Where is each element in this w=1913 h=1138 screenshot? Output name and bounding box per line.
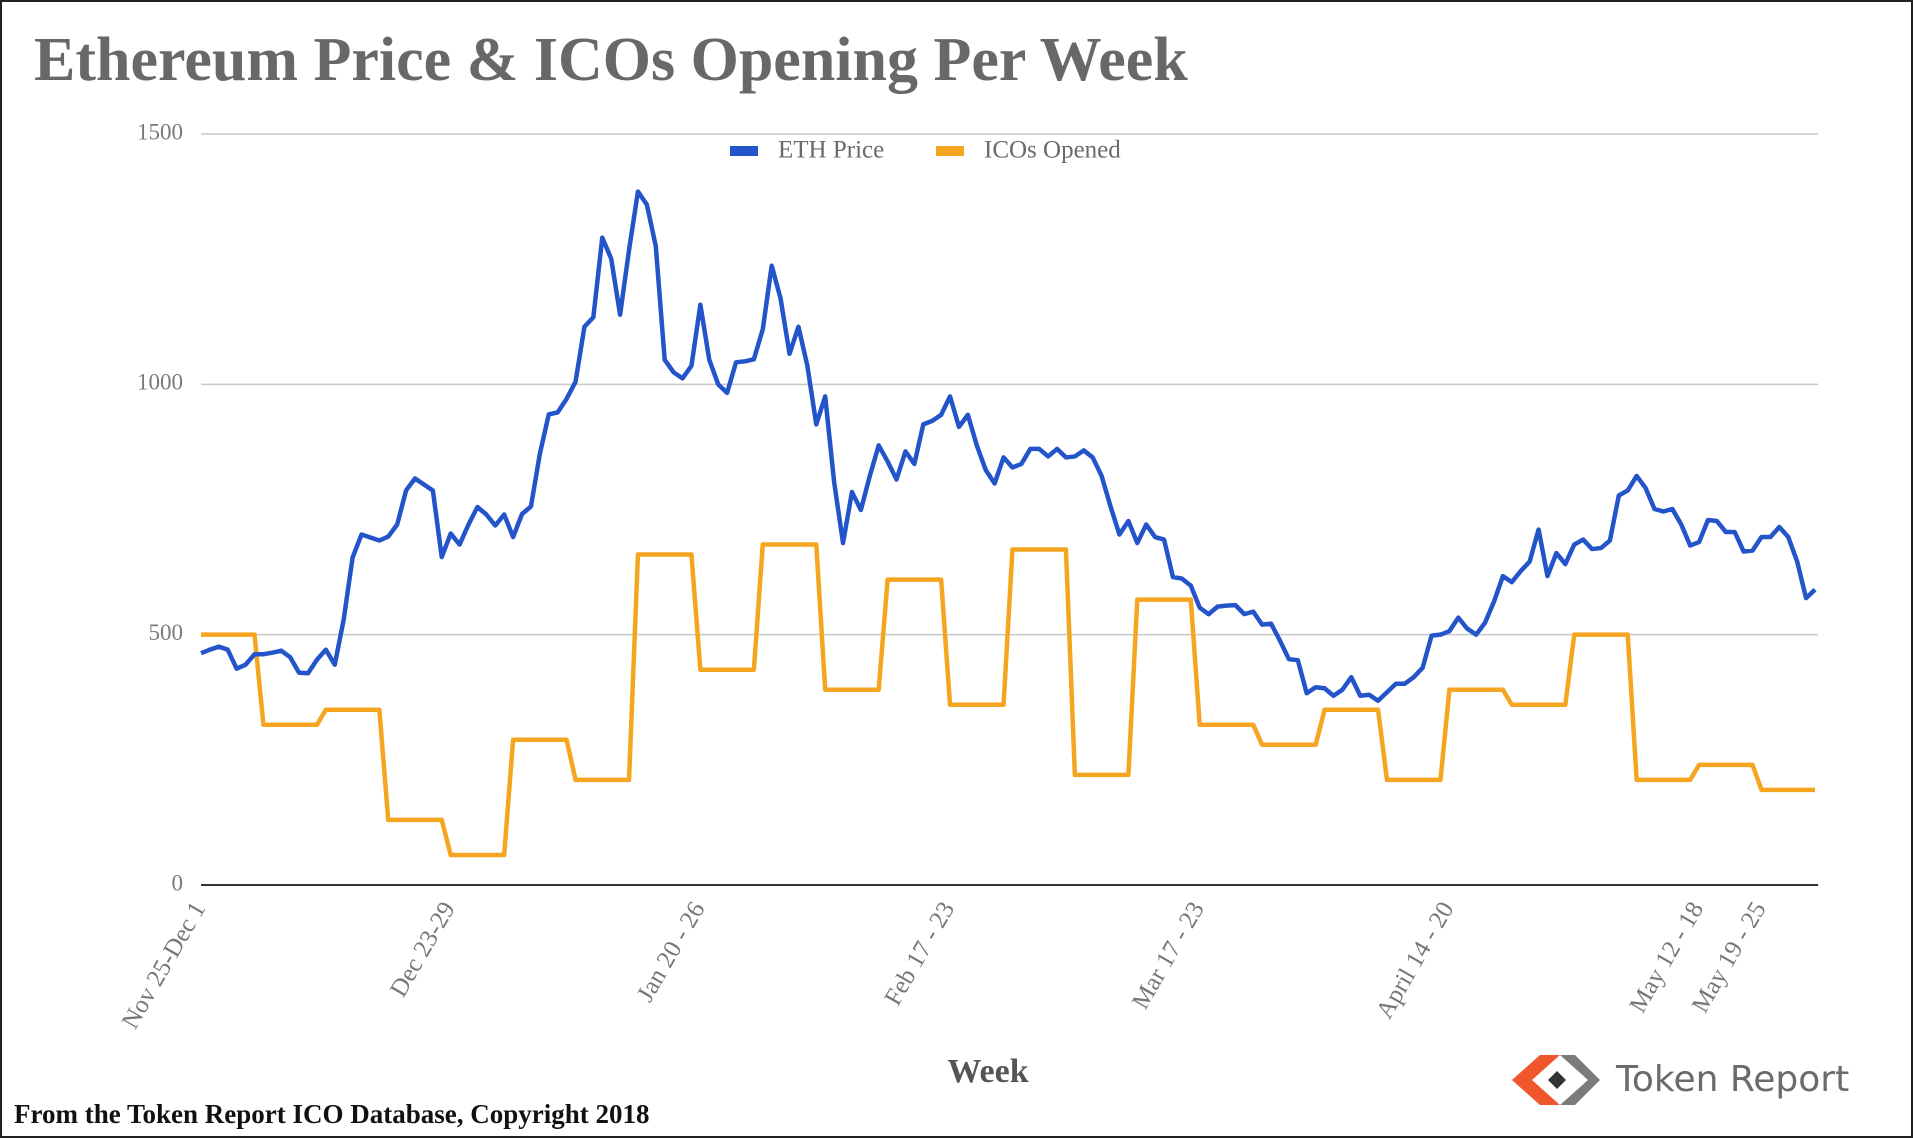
y-tick-label: 500 — [149, 620, 184, 645]
logo-icon — [1560, 1055, 1600, 1105]
x-tick-label: Mar 17 - 23 — [1127, 897, 1210, 1013]
legend-swatch — [936, 146, 964, 156]
series-line — [201, 542, 1815, 858]
logo-icon — [1512, 1055, 1560, 1105]
chart-title: Ethereum Price & ICOs Opening Per Week — [34, 26, 1188, 94]
legend-label: ICOs Opened — [984, 137, 1121, 164]
logo-icon — [1548, 1071, 1566, 1089]
logo: Token Report — [1512, 1055, 1849, 1105]
x-tick-label: April 14 - 20 — [1371, 897, 1459, 1023]
x-tick-label: Dec 23-29 — [385, 897, 461, 1001]
legend-label: ETH Price — [778, 137, 884, 164]
footer: From the Token Report ICO Database, Copy… — [14, 1099, 650, 1129]
legend-swatch — [730, 146, 758, 156]
y-tick-label: 1500 — [137, 119, 183, 144]
logo-text: Token Report — [1615, 1059, 1849, 1100]
y-tick-label: 0 — [172, 870, 184, 895]
x-tick-label: Feb 17 - 23 — [880, 897, 961, 1010]
x-tick-label: Jan 20 - 26 — [632, 897, 711, 1006]
series-line — [200, 189, 1817, 703]
y-tick-label: 1000 — [137, 370, 183, 395]
x-tick-label: Nov 25-Dec 1 — [117, 897, 211, 1033]
x-axis-label: Week — [947, 1053, 1028, 1090]
